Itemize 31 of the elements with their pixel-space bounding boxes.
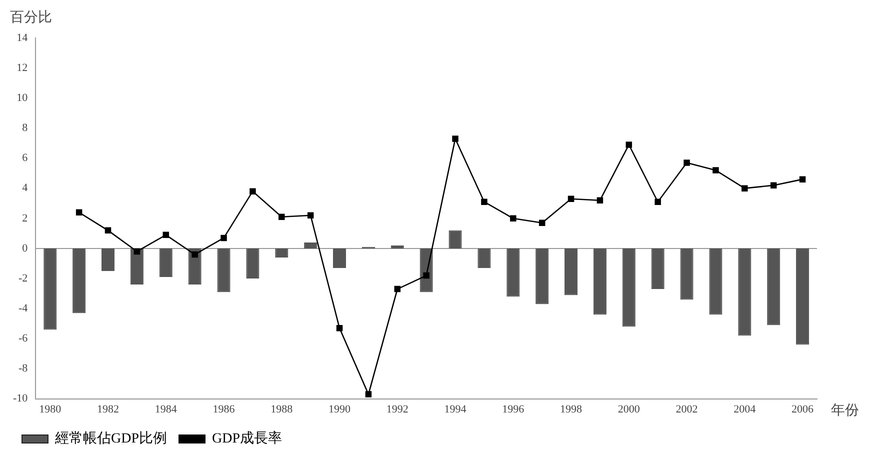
y-tick-label: 6 (22, 152, 28, 164)
y-tick-label: 0 (22, 242, 28, 254)
legend-label: 經常帳佔GDP比例 (54, 430, 168, 447)
x-tick-label: 2006 (792, 403, 814, 416)
y-tick-label: -8 (18, 362, 28, 375)
y-tick-label: 8 (22, 122, 28, 134)
y-tick-label: -6 (18, 332, 28, 345)
x-tick-label: 1988 (270, 403, 294, 416)
x-tick-label: 1984 (154, 403, 178, 416)
x-tick-label: 1982 (97, 403, 120, 416)
y-axis-title: 百分比 (10, 10, 52, 26)
y-tick-label: 10 (16, 92, 28, 104)
x-tick-label: 1980 (39, 403, 62, 416)
x-axis-title: 年份 (831, 402, 859, 418)
x-tick-label: 2000 (618, 403, 640, 416)
x-tick-label: 1996 (502, 403, 525, 416)
x-tick-label: 2002 (676, 403, 698, 416)
y-tick-label: 14 (16, 32, 28, 44)
y-tick-label: 2 (22, 212, 28, 224)
y-tick-label: -4 (18, 302, 28, 314)
x-tick-label: 2004 (734, 403, 756, 416)
x-tick-label: 1986 (212, 403, 236, 416)
x-tick-label: 1992 (386, 403, 408, 416)
y-tick-label: 4 (22, 182, 28, 194)
y-tick-label: -2 (18, 272, 28, 284)
y-tick-label: 12 (16, 62, 28, 74)
y-tick-label: -10 (12, 392, 28, 405)
x-tick-label: 1998 (560, 403, 583, 416)
legend-label: GDP成長率 (212, 430, 282, 447)
x-tick-label: 1990 (328, 403, 352, 416)
x-tick-label: 1994 (444, 403, 467, 416)
